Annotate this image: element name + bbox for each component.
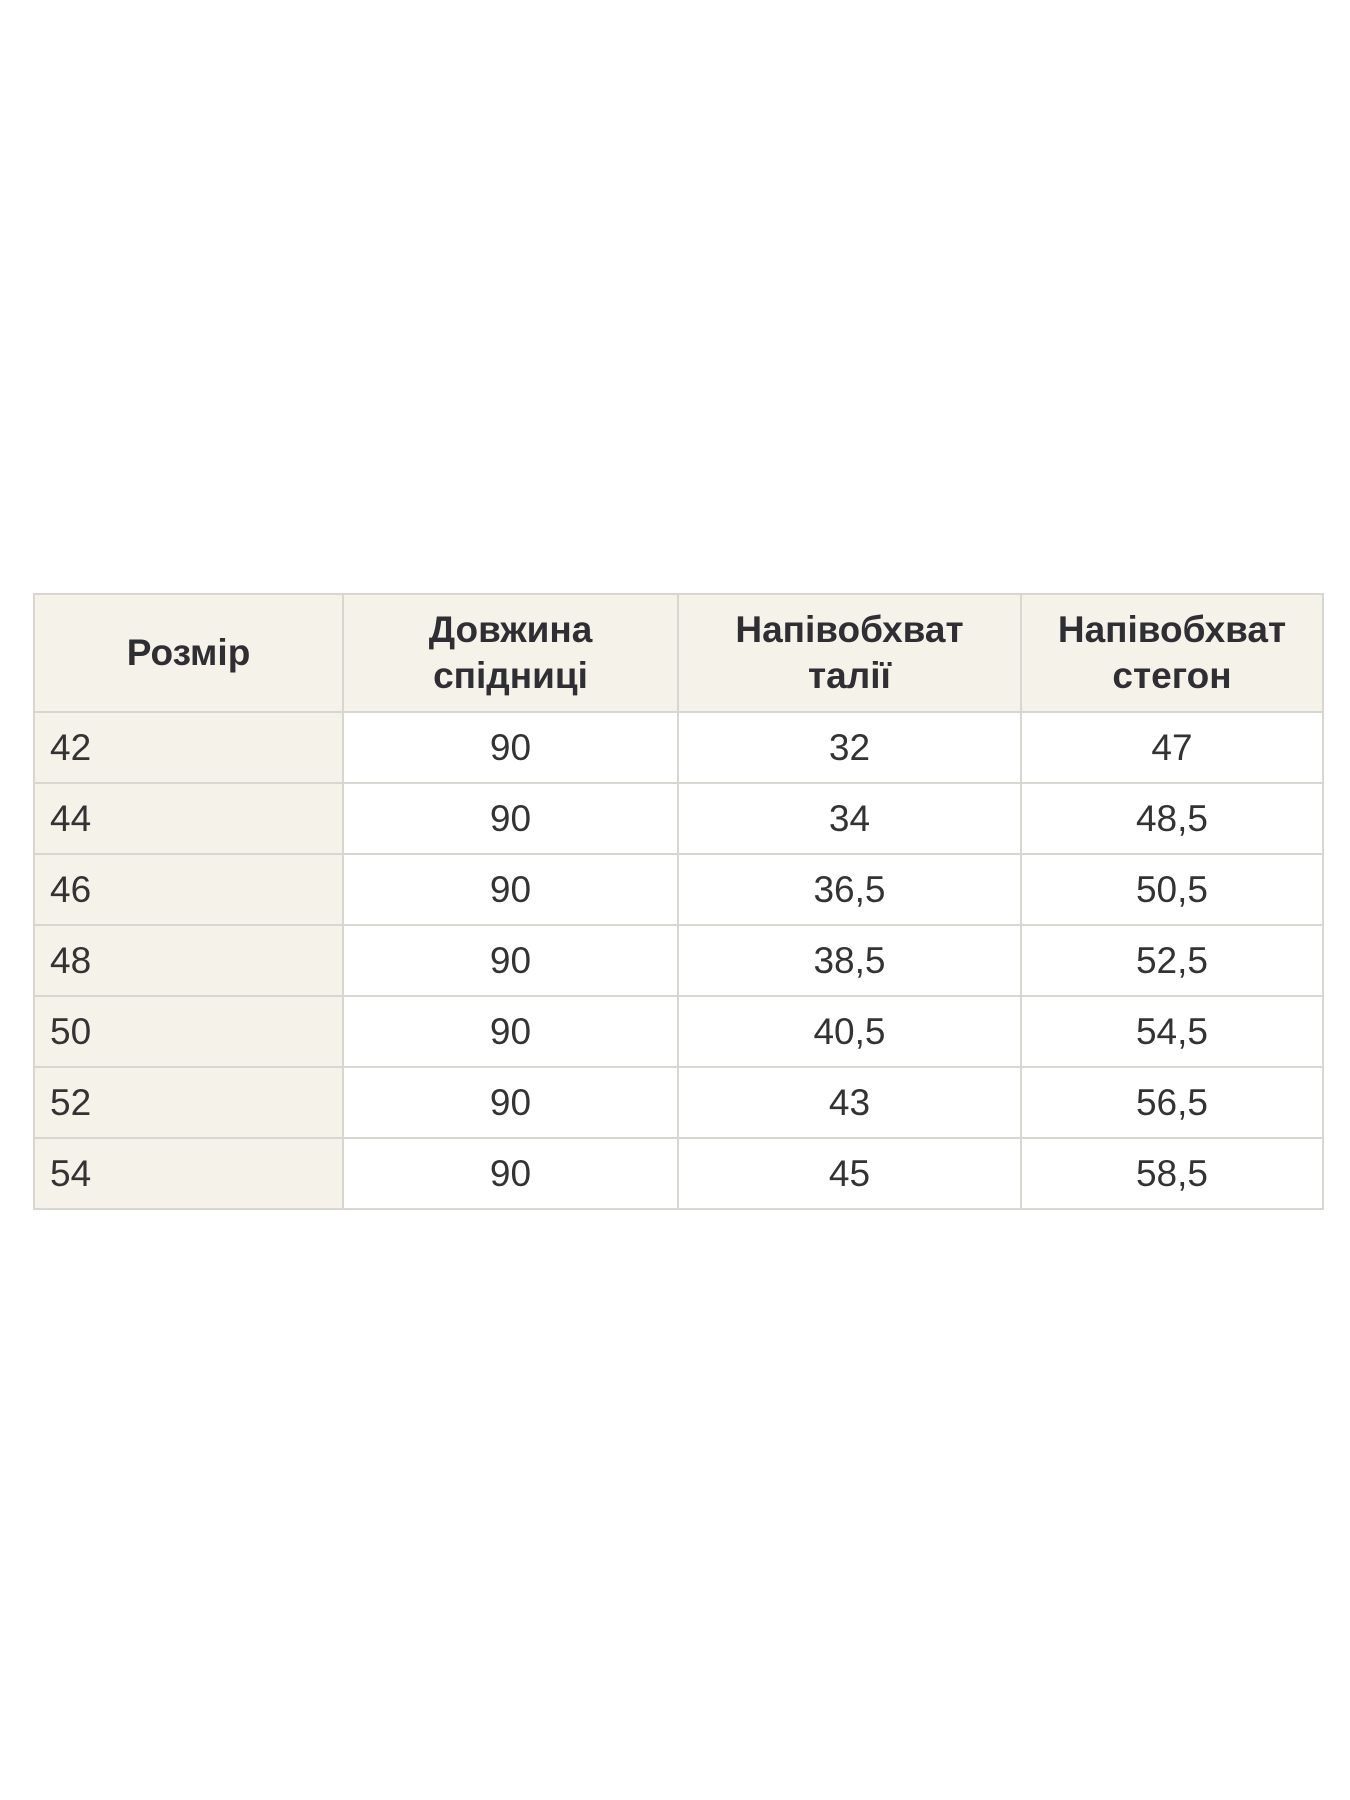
- size-cell: 46: [33, 853, 344, 926]
- table-row: 48 90 38,5 52,5: [33, 924, 1324, 997]
- waist-cell: 36,5: [677, 853, 1022, 926]
- waist-cell: 34: [677, 782, 1022, 855]
- hips-cell: 48,5: [1020, 782, 1324, 855]
- waist-cell: 32: [677, 711, 1022, 784]
- hips-cell: 52,5: [1020, 924, 1324, 997]
- header-half-hips: Напівобхват стегон: [1020, 593, 1324, 713]
- size-cell: 52: [33, 1066, 344, 1139]
- size-table-body: 42 90 32 47 44 90 34 48,5 46 90 36,5 50,…: [33, 711, 1324, 1210]
- hips-cell: 50,5: [1020, 853, 1324, 926]
- size-cell: 44: [33, 782, 344, 855]
- hips-cell: 56,5: [1020, 1066, 1324, 1139]
- header-row: Розмір Довжина спідниці Напівобхват талі…: [33, 593, 1324, 713]
- length-cell: 90: [342, 853, 679, 926]
- waist-cell: 43: [677, 1066, 1022, 1139]
- length-cell: 90: [342, 1066, 679, 1139]
- header-half-waist: Напівобхват талії: [677, 593, 1022, 713]
- size-table-header: Розмір Довжина спідниці Напівобхват талі…: [33, 593, 1324, 713]
- length-cell: 90: [342, 711, 679, 784]
- length-cell: 90: [342, 1137, 679, 1210]
- size-cell: 54: [33, 1137, 344, 1210]
- table-row: 42 90 32 47: [33, 711, 1324, 784]
- size-cell: 42: [33, 711, 344, 784]
- table-row: 52 90 43 56,5: [33, 1066, 1324, 1139]
- header-skirt-length: Довжина спідниці: [342, 593, 679, 713]
- length-cell: 90: [342, 924, 679, 997]
- header-size: Розмір: [33, 593, 344, 713]
- size-cell: 48: [33, 924, 344, 997]
- hips-cell: 47: [1020, 711, 1324, 784]
- size-cell: 50: [33, 995, 344, 1068]
- table-row: 50 90 40,5 54,5: [33, 995, 1324, 1068]
- size-table: Розмір Довжина спідниці Напівобхват талі…: [33, 593, 1324, 1210]
- length-cell: 90: [342, 995, 679, 1068]
- table-row: 46 90 36,5 50,5: [33, 853, 1324, 926]
- table-row: 44 90 34 48,5: [33, 782, 1324, 855]
- table-row: 54 90 45 58,5: [33, 1137, 1324, 1210]
- hips-cell: 54,5: [1020, 995, 1324, 1068]
- waist-cell: 40,5: [677, 995, 1022, 1068]
- hips-cell: 58,5: [1020, 1137, 1324, 1210]
- waist-cell: 38,5: [677, 924, 1022, 997]
- waist-cell: 45: [677, 1137, 1022, 1210]
- length-cell: 90: [342, 782, 679, 855]
